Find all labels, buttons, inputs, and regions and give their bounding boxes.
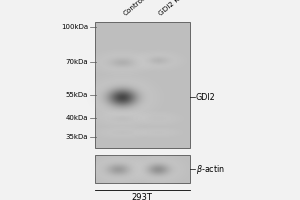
Text: GDI2 KO: GDI2 KO (158, 0, 185, 17)
Bar (95, 22, 190, 148)
Text: 55kDa: 55kDa (66, 92, 88, 98)
Text: 35kDa: 35kDa (65, 134, 88, 140)
Text: 70kDa: 70kDa (65, 59, 88, 65)
Text: Control: Control (122, 0, 146, 17)
Text: GDI2: GDI2 (196, 92, 216, 102)
Text: 293T: 293T (132, 193, 152, 200)
Text: $\beta$-actin: $\beta$-actin (196, 162, 225, 176)
Bar (95, 155, 190, 183)
Text: 100kDa: 100kDa (61, 24, 88, 30)
Text: 40kDa: 40kDa (65, 115, 88, 121)
